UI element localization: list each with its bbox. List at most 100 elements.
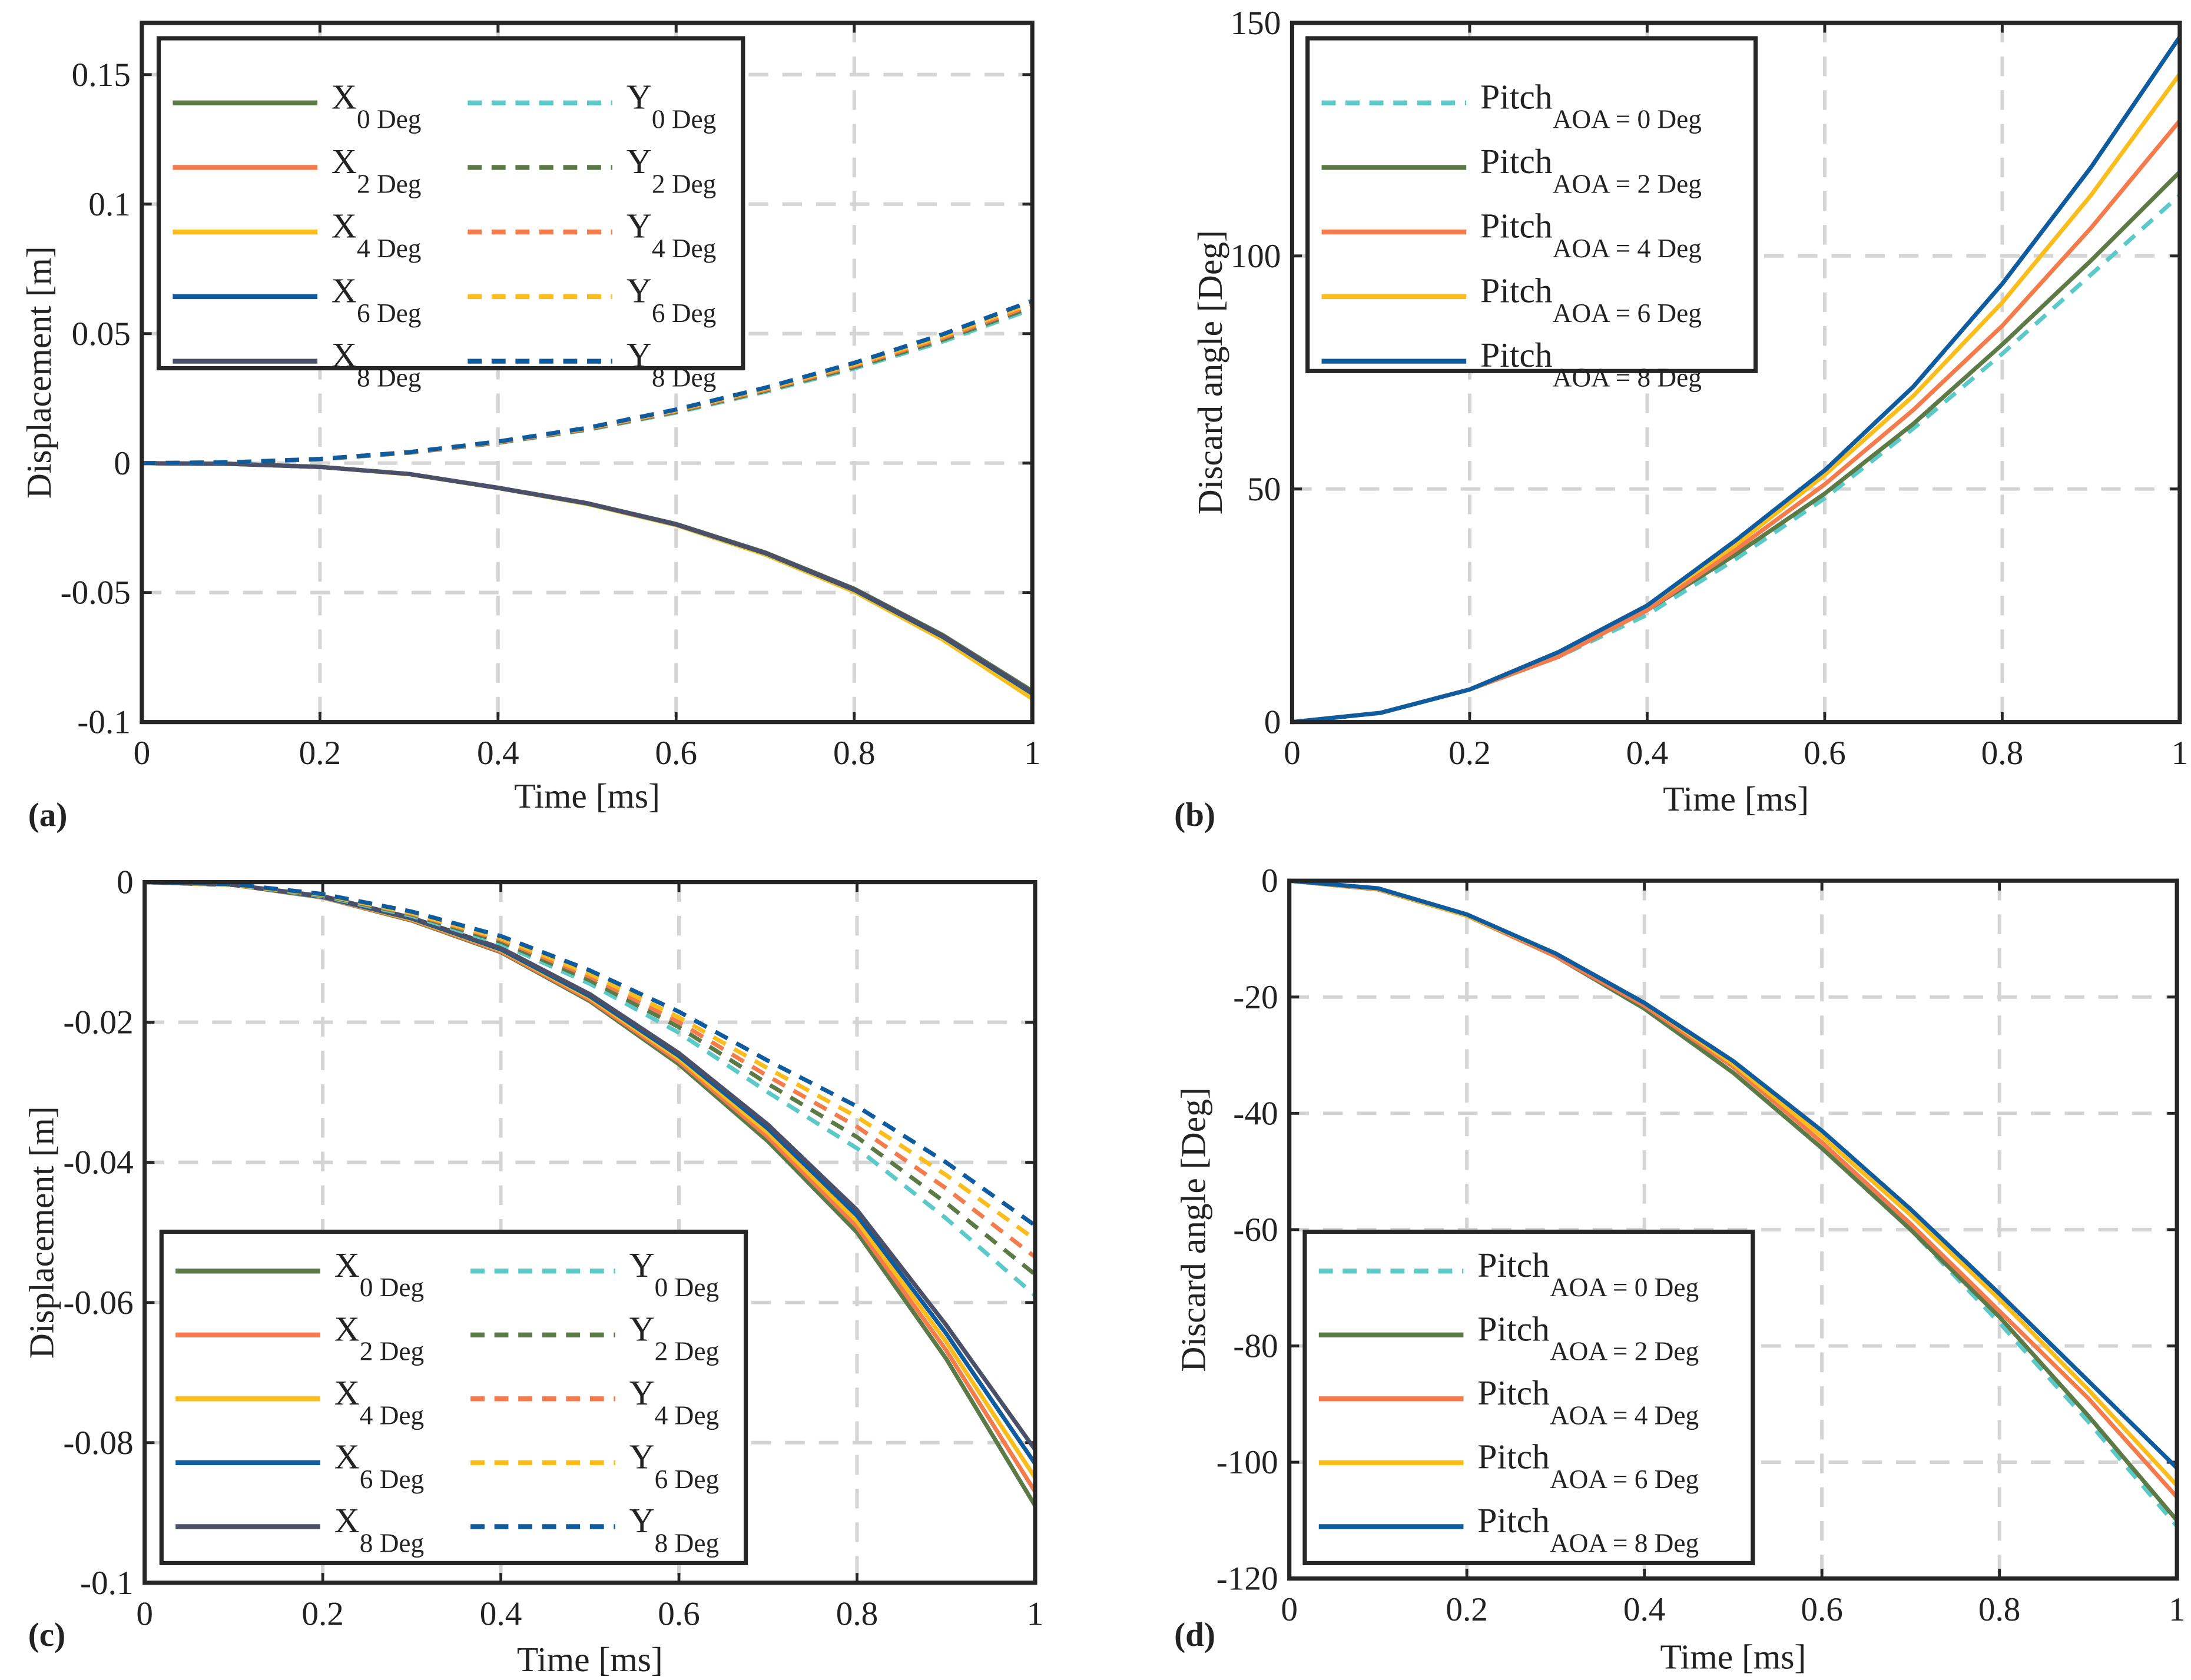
panel-label: (c) — [28, 1616, 66, 1654]
legend-label-main: Y — [629, 1309, 655, 1348]
panel-c: 0 0.2 0.4 0.6 0.8 1 -0.1 -0.08 -0.06 -0.04 -0.02 0 X… — [22, 864, 1044, 1679]
y-axis-label: Displacement [m] — [22, 1106, 61, 1359]
legend-label-subscript: 0 Deg — [655, 1273, 719, 1302]
legend-label-subscript: 4 Deg — [655, 1400, 719, 1430]
legend-label-subscript: 2 Deg — [357, 169, 421, 198]
legend-item: X2 Deg — [175, 1309, 424, 1366]
legend-label-main: Pitch — [1477, 1501, 1550, 1540]
series-line-pitch-aoa-8-deg — [1289, 878, 2179, 1470]
y-tick-label: -0.05 — [61, 575, 131, 612]
y-tick-label: 50 — [1247, 471, 1281, 508]
legend-label-subscript: 4 Deg — [357, 234, 421, 263]
legend-label-subscript: 2 Deg — [360, 1337, 424, 1366]
legend-label: X6 Deg — [334, 1437, 425, 1493]
series-line-pitch-aoa-8-deg — [1292, 35, 2182, 725]
y-tick-label: 0 — [1261, 862, 1278, 899]
y-tick-label: -0.06 — [63, 1284, 133, 1322]
legend-label-main: X — [334, 1501, 360, 1540]
legend-label: PitchAOA = 6 Deg — [1480, 271, 1702, 327]
legend-label-subscript: AOA = 2 Deg — [1550, 1337, 1699, 1366]
series-line-y-6-deg — [144, 879, 1037, 1241]
x-tick-label: 0.8 — [1981, 735, 2024, 772]
legend-label-main: X — [334, 1373, 360, 1412]
axes-frame — [1290, 21, 2182, 725]
legend-label-main: Pitch — [1480, 336, 1553, 374]
legend-label-main: Pitch — [1480, 207, 1553, 245]
x-tick-label: 0 — [136, 1595, 153, 1632]
x-tick-label: 0.6 — [1804, 735, 1846, 772]
legend: PitchAOA = 0 Deg PitchAOA = 2 Deg PitchAOA… — [1305, 36, 1758, 393]
legend-item: PitchAOA = 2 Deg — [1318, 1309, 1699, 1366]
legend-label-main: X — [332, 142, 357, 181]
y-tick-label: -40 — [1233, 1095, 1278, 1132]
legend-item: Y4 Deg — [468, 207, 716, 263]
legend-item: X6 Deg — [175, 1437, 425, 1494]
x-tick-label: 0.4 — [477, 735, 519, 772]
panel-label: (d) — [1174, 1616, 1215, 1654]
x-tick-label: 0.4 — [480, 1595, 522, 1632]
legend-label: Y0 Deg — [627, 77, 717, 134]
series-line-x-6-deg — [141, 461, 1034, 696]
legend-label-subscript: 8 Deg — [652, 363, 716, 393]
y-tick-label: 0 — [114, 445, 131, 482]
x-axis-label: Time [ms] — [1660, 1637, 1806, 1676]
panel-d: 0 0.2 0.4 0.6 0.8 1 -120 -100 -80 -60 -40 -20 0 Pitch… — [1174, 862, 2186, 1676]
y-axis-label: Displacement [m] — [19, 246, 58, 499]
legend-label-main: Y — [629, 1373, 655, 1412]
legend-label: Y6 Deg — [627, 271, 717, 327]
legend-label-main: Pitch — [1477, 1437, 1550, 1476]
legend-item: X0 Deg — [175, 1246, 424, 1302]
legend-label: Y6 Deg — [629, 1437, 720, 1493]
y-tick-label: -60 — [1233, 1211, 1278, 1249]
legend-label: PitchAOA = 4 Deg — [1480, 207, 1702, 263]
legend-label-subscript: AOA = 8 Deg — [1550, 1528, 1699, 1558]
legend-label-main: Y — [627, 77, 652, 116]
y-tick-label: -0.1 — [80, 1565, 134, 1602]
legend-label-main: Y — [629, 1246, 655, 1284]
x-tick-label: 0.8 — [833, 735, 876, 772]
y-tick-label: 100 — [1230, 238, 1281, 275]
x-axis-label: Time [ms] — [514, 776, 660, 815]
legend-label: PitchAOA = 0 Deg — [1480, 77, 1702, 134]
x-tick-label: 0.2 — [301, 1595, 344, 1632]
legend-label-main: X — [332, 207, 357, 245]
legend-box — [1305, 36, 1758, 373]
legend-item: Y8 Deg — [470, 1501, 719, 1558]
x-tick-label: 0.4 — [1623, 1591, 1666, 1628]
legend-label: PitchAOA = 8 Deg — [1480, 336, 1702, 392]
legend-label-subscript: 2 Deg — [655, 1337, 719, 1366]
legend-label: PitchAOA = 8 Deg — [1477, 1501, 1699, 1558]
legend-label: Y8 Deg — [629, 1501, 720, 1558]
legend-item: Y0 Deg — [468, 77, 716, 134]
legend-label: PitchAOA = 2 Deg — [1480, 142, 1702, 198]
legend-label: X8 Deg — [334, 1501, 425, 1558]
legend-label: PitchAOA = 6 Deg — [1477, 1437, 1699, 1493]
y-tick-label: 0 — [1264, 704, 1281, 741]
legend-item: PitchAOA = 4 Deg — [1318, 1373, 1699, 1430]
legend-label-subscript: 2 Deg — [652, 169, 716, 198]
legend-label-subscript: 0 Deg — [357, 105, 421, 134]
y-tick-label: -0.02 — [63, 1004, 133, 1041]
series-line-x-8-deg — [141, 461, 1034, 695]
legend-label-main: Y — [629, 1501, 655, 1540]
panel-label: (b) — [1174, 796, 1215, 834]
legend-label-subscript: 6 Deg — [360, 1465, 424, 1494]
axes-frame — [1287, 878, 2179, 1581]
legend-label: X2 Deg — [334, 1309, 425, 1366]
legend-item: X8 Deg — [173, 336, 421, 393]
legend-label-subscript: 6 Deg — [652, 298, 716, 328]
series-line-x-4-deg — [141, 461, 1034, 701]
series-line-y-2-deg — [144, 879, 1037, 1276]
legend-label-main: X — [332, 271, 357, 310]
legend-item: X4 Deg — [175, 1373, 424, 1430]
legend-label: Y0 Deg — [629, 1246, 720, 1302]
series-line-x-2-deg — [141, 461, 1034, 697]
legend-item: X6 Deg — [173, 271, 421, 328]
legend-label: X0 Deg — [332, 77, 422, 134]
legend-item: X4 Deg — [173, 207, 421, 263]
legend-label: Y2 Deg — [629, 1309, 720, 1366]
